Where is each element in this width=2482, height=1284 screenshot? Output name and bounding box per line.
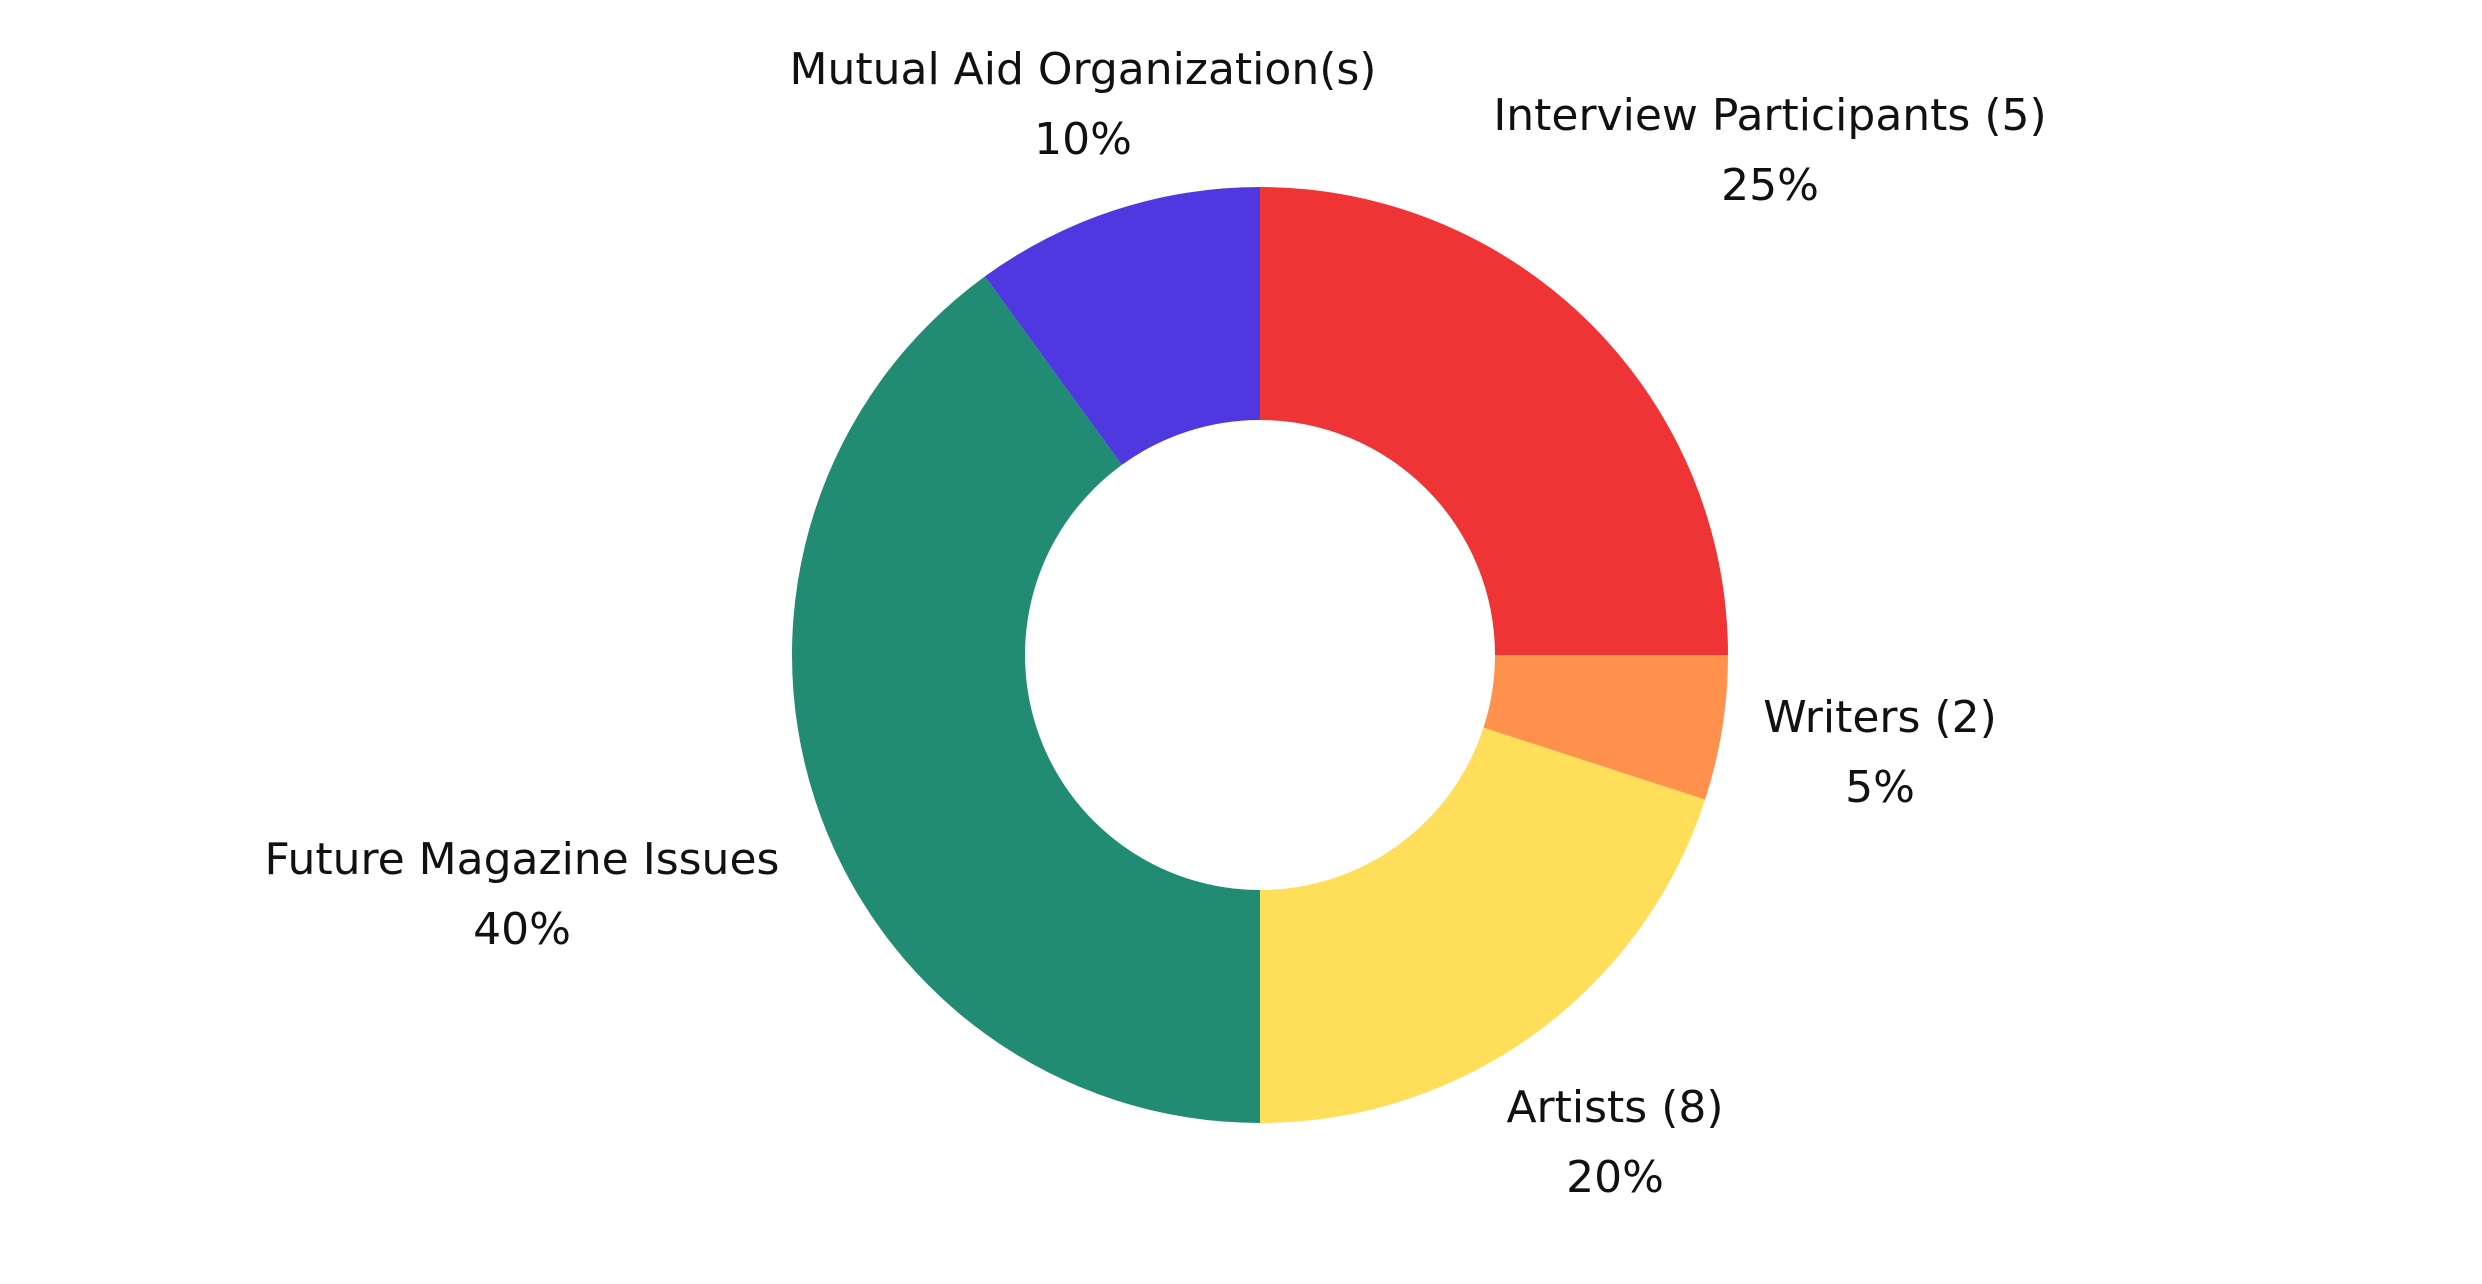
- slice-value-label-writers: 5%: [1845, 762, 1915, 813]
- slice-writers: [1483, 655, 1728, 800]
- slice-label-interview-participants: Interview Participants (5): [1493, 90, 2046, 141]
- slice-value-label-mutual-aid-organization: 10%: [1034, 114, 1132, 165]
- slice-artists: [1260, 727, 1706, 1123]
- slice-future-magazine-issues: [791, 276, 1260, 1124]
- slice-mutual-aid-organization: [984, 187, 1260, 465]
- labels-group: Interview Participants (5) 25% Writers (2)…: [265, 44, 2047, 1203]
- slice-label-artists: Artists (8): [1506, 1082, 1723, 1133]
- slice-label-mutual-aid-organization: Mutual Aid Organization(s): [790, 44, 1377, 95]
- slice-value-label-interview-participants: 25%: [1721, 160, 1819, 211]
- slice-label-future-magazine-issues: Future Magazine Issues: [265, 834, 780, 885]
- slices-group: [791, 187, 1728, 1124]
- slice-value-label-artists: 20%: [1566, 1152, 1664, 1203]
- slice-interview-participants: [1260, 187, 1728, 655]
- slice-label-writers: Writers (2): [1763, 692, 1997, 743]
- slice-value-label-future-magazine-issues: 40%: [473, 904, 571, 955]
